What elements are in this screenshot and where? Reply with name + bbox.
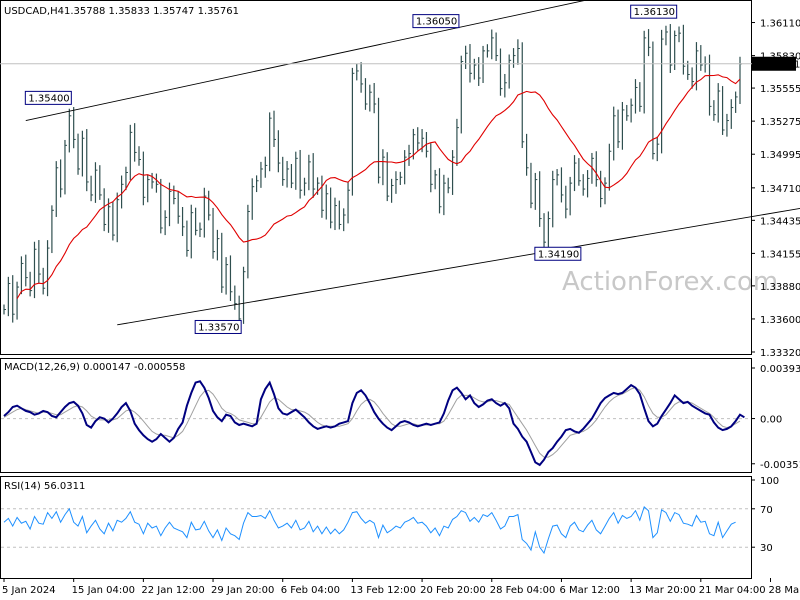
current-price-badge bbox=[752, 56, 796, 71]
price-callout-box bbox=[630, 4, 678, 19]
price-callout-box bbox=[194, 319, 242, 334]
time-axis-label: 6 Mar 12:00 bbox=[559, 585, 619, 596]
ohlc-header: 1.35788 1.35833 1.35747 1.35761 bbox=[64, 6, 239, 17]
price-layer: 1.35400 1.33570 1.36050 1.34190 1.36130 bbox=[0, 0, 800, 334]
watermark-text: ActionForex.com bbox=[562, 267, 778, 297]
time-axis-label: 13 Feb 12:00 bbox=[350, 585, 416, 596]
price-axis-label: 1.36110 bbox=[760, 19, 800, 30]
macd-axis-label: -0.003516 bbox=[760, 460, 800, 471]
price-callout-label: 1.34190 bbox=[538, 249, 579, 260]
moving-average-line bbox=[16, 74, 741, 299]
channel-line bbox=[117, 207, 800, 326]
price-axis-label: 1.34710 bbox=[760, 184, 800, 195]
time-axis-label: 28 Mar 12:00 bbox=[768, 585, 800, 596]
price-callout-label: 1.36130 bbox=[634, 7, 675, 18]
rsi-axis-label: 30 bbox=[760, 543, 773, 554]
time-axis-label: 15 Jan 04:00 bbox=[72, 585, 135, 596]
macd-panel-frame bbox=[0, 358, 752, 473]
rsi-panel-frame bbox=[0, 476, 752, 579]
symbol-label: USDCAD,H4 bbox=[4, 6, 64, 17]
price-callout-label: 1.36050 bbox=[416, 17, 457, 28]
channel-line bbox=[25, 0, 589, 121]
price-panel-frame bbox=[0, 0, 752, 355]
macd-line bbox=[3, 380, 745, 467]
time-axis-label: 20 Feb 20:00 bbox=[420, 585, 486, 596]
rsi-line bbox=[3, 506, 736, 555]
time-axis-label: 29 Jan 20:00 bbox=[211, 585, 274, 596]
time-axis-label: 13 Mar 20:00 bbox=[629, 585, 696, 596]
price-callout-box bbox=[412, 14, 460, 29]
axis-layer: 1.33320 1.33600 1.33880 1.34155 1.34435 1.347… bbox=[2, 19, 800, 596]
price-axis-label: 1.35555 bbox=[760, 84, 800, 95]
time-axis-label: 5 Jan 2024 bbox=[2, 585, 56, 596]
macd-title: MACD(12,26,9) 0.000147 -0.000558 bbox=[4, 362, 185, 373]
time-axis-label: 22 Jan 12:00 bbox=[141, 585, 204, 596]
current-price-label: 1.35761 bbox=[759, 60, 800, 71]
rsi-axis-label: 100 bbox=[760, 476, 779, 487]
rsi-layer bbox=[1, 506, 751, 555]
price-callout-box bbox=[534, 246, 582, 261]
price-axis-label: 1.33880 bbox=[760, 282, 800, 293]
price-callout-box bbox=[24, 90, 72, 105]
macd-axis-label: 0.00 bbox=[760, 415, 782, 426]
price-callout-label: 1.35400 bbox=[28, 93, 69, 104]
macd-layer bbox=[1, 380, 751, 467]
time-axis-label: 28 Feb 04:00 bbox=[490, 585, 556, 596]
price-axis-label: 1.33600 bbox=[760, 315, 800, 326]
time-axis-label: 21 Mar 04:00 bbox=[699, 585, 766, 596]
rsi-axis-label: 70 bbox=[760, 505, 773, 516]
rsi-title: RSI(14) 56.0311 bbox=[4, 481, 85, 492]
macd-axis-label: 0.003933 bbox=[760, 364, 800, 375]
price-axis-label: 1.34435 bbox=[760, 216, 800, 227]
price-axis-label: 1.34155 bbox=[760, 249, 800, 260]
price-axis-label: 1.33320 bbox=[760, 348, 800, 359]
time-axis-label: 6 Feb 04:00 bbox=[281, 585, 340, 596]
macd-signal-line bbox=[3, 387, 741, 458]
price-callout-label: 1.33570 bbox=[198, 322, 239, 333]
price-axis-label: 1.34995 bbox=[760, 150, 800, 161]
price-axis-label: 1.35275 bbox=[760, 117, 800, 128]
